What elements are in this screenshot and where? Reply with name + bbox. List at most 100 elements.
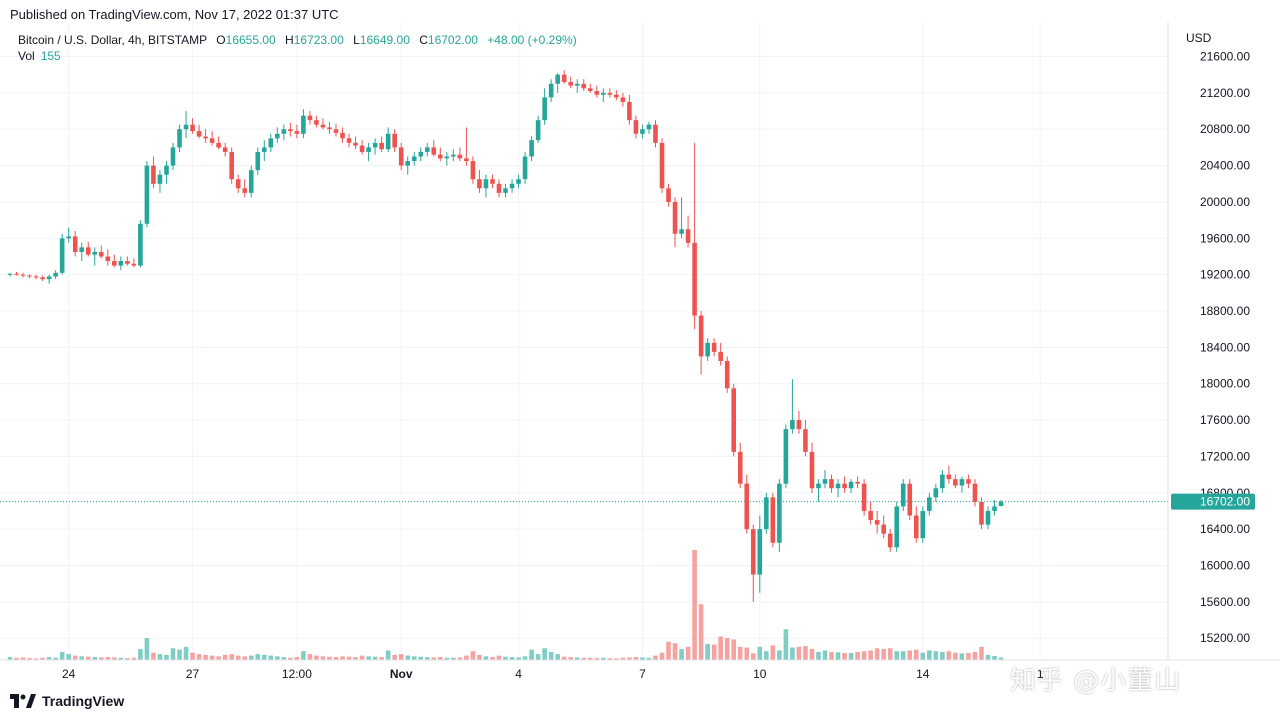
candle[interactable]: [79, 242, 85, 262]
candle[interactable]: [209, 131, 215, 146]
candle[interactable]: [177, 124, 182, 152]
candle[interactable]: [190, 118, 195, 134]
candle[interactable]: [353, 136, 358, 150]
candle[interactable]: [920, 506, 926, 543]
candle[interactable]: [868, 501, 873, 525]
price-axis-ticks[interactable]: 21600.00 21200.00 20800.00 20400.00 20000.00…: [1200, 50, 1250, 646]
candle[interactable]: [7, 272, 13, 277]
candle[interactable]: [946, 465, 952, 484]
candle[interactable]: [822, 470, 828, 489]
candle[interactable]: [881, 515, 886, 539]
candle[interactable]: [698, 311, 704, 375]
candle[interactable]: [985, 506, 991, 530]
candle[interactable]: [679, 197, 684, 239]
candle[interactable]: [196, 124, 202, 139]
candle[interactable]: [53, 270, 58, 280]
candle[interactable]: [411, 151, 417, 166]
candle[interactable]: [307, 111, 313, 125]
candle[interactable]: [379, 136, 384, 152]
candle[interactable]: [66, 227, 71, 243]
candle[interactable]: [757, 515, 763, 593]
candle[interactable]: [281, 124, 287, 141]
candle[interactable]: [261, 140, 267, 162]
candle[interactable]: [737, 442, 743, 489]
candle[interactable]: [640, 124, 645, 139]
candle[interactable]: [835, 479, 841, 498]
candle[interactable]: [72, 231, 78, 257]
candle[interactable]: [979, 497, 984, 530]
candle[interactable]: [848, 479, 854, 493]
candle[interactable]: [568, 76, 574, 89]
candle[interactable]: [183, 111, 189, 139]
candle[interactable]: [633, 115, 639, 139]
candle[interactable]: [731, 383, 737, 457]
candle[interactable]: [294, 124, 300, 139]
candle[interactable]: [340, 127, 345, 143]
candle[interactable]: [614, 90, 619, 101]
candle[interactable]: [561, 70, 567, 84]
candle[interactable]: [451, 149, 456, 162]
candle[interactable]: [711, 338, 717, 357]
currency-label[interactable]: USD: [1186, 31, 1212, 45]
candle[interactable]: [27, 274, 32, 279]
candle[interactable]: [777, 479, 782, 552]
candle[interactable]: [470, 156, 476, 184]
tradingview-logo[interactable]: TradingView: [10, 693, 124, 709]
candle[interactable]: [444, 151, 450, 166]
candle[interactable]: [887, 529, 893, 552]
candle[interactable]: [992, 500, 997, 516]
candle[interactable]: [718, 342, 723, 366]
candle[interactable]: [744, 474, 750, 534]
candle[interactable]: [235, 174, 241, 193]
candle[interactable]: [940, 470, 945, 493]
candle[interactable]: [33, 274, 39, 280]
candle[interactable]: [966, 474, 971, 489]
candle[interactable]: [125, 256, 130, 266]
candle[interactable]: [659, 138, 665, 193]
candle[interactable]: [692, 142, 697, 330]
candle[interactable]: [59, 233, 65, 275]
candle[interactable]: [790, 379, 795, 434]
candle[interactable]: [959, 476, 965, 493]
candle[interactable]: [516, 174, 521, 189]
candle[interactable]: [477, 170, 482, 193]
candle[interactable]: [803, 420, 808, 457]
candle[interactable]: [20, 272, 26, 278]
candle[interactable]: [151, 156, 156, 189]
candle[interactable]: [809, 442, 815, 493]
candle[interactable]: [346, 133, 352, 148]
candle[interactable]: [248, 165, 254, 198]
candle[interactable]: [392, 129, 397, 152]
candle[interactable]: [724, 356, 730, 393]
candle[interactable]: [255, 147, 261, 175]
candle[interactable]: [646, 121, 652, 134]
candle[interactable]: [594, 85, 600, 98]
candle[interactable]: [222, 142, 228, 157]
candle[interactable]: [522, 151, 528, 184]
symbol-name[interactable]: Bitcoin / U.S. Dollar, 4h, BITSTAMP: [18, 33, 207, 47]
candle[interactable]: [627, 94, 632, 125]
time-axis-ticks[interactable]: 24 27 12:00 Nov 4 7 10 14 1: [62, 667, 1044, 681]
candle[interactable]: [496, 179, 502, 198]
candle[interactable]: [900, 479, 906, 511]
candle[interactable]: [581, 79, 587, 92]
candle[interactable]: [46, 274, 52, 284]
candle[interactable]: [842, 476, 847, 493]
candle[interactable]: [607, 88, 613, 98]
candle[interactable]: [953, 474, 958, 489]
candle[interactable]: [685, 215, 691, 248]
candle[interactable]: [268, 133, 274, 152]
candle[interactable]: [327, 121, 332, 134]
candle[interactable]: [535, 115, 541, 143]
candle[interactable]: [783, 424, 789, 489]
candle[interactable]: [170, 142, 176, 171]
candle[interactable]: [796, 410, 802, 434]
candle[interactable]: [653, 120, 658, 148]
candle[interactable]: [242, 179, 248, 198]
volume-legend[interactable]: Vol 155: [18, 49, 61, 63]
candle[interactable]: [92, 247, 98, 266]
candle[interactable]: [529, 136, 534, 162]
candle[interactable]: [548, 79, 554, 102]
candle[interactable]: [301, 109, 306, 139]
candle[interactable]: [112, 254, 117, 268]
